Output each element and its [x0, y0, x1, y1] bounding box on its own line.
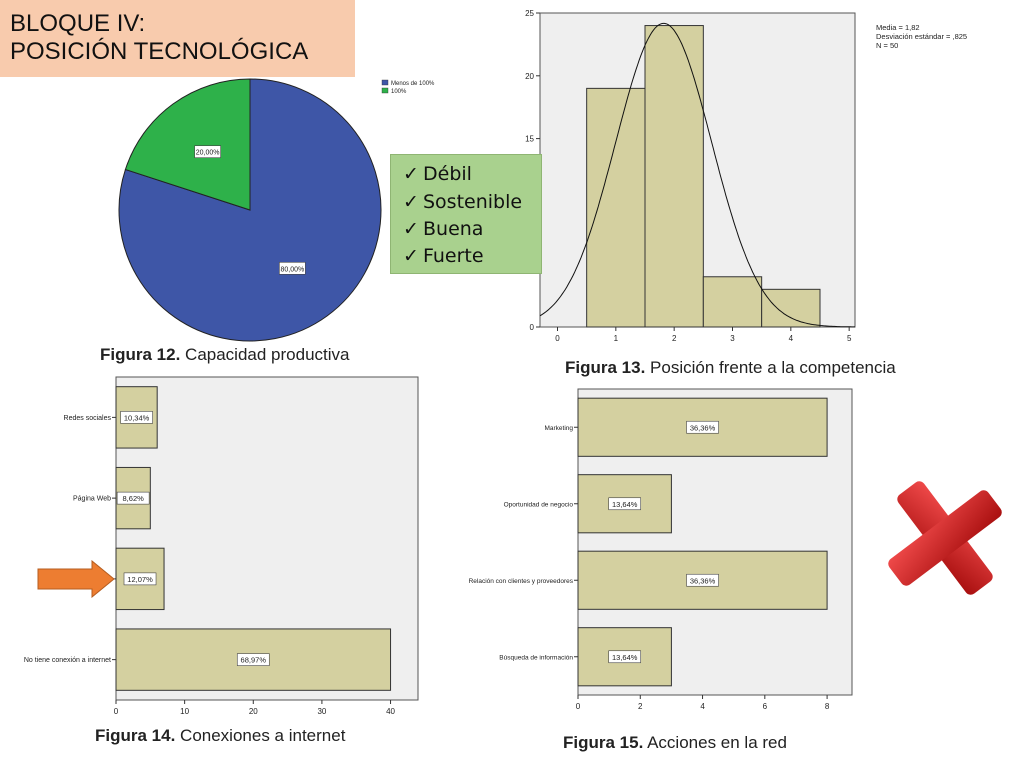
y-tick-label: 0 — [530, 323, 535, 332]
caption-fig14: Figura 14. Conexiones a internet — [95, 726, 345, 746]
data-label-box — [686, 573, 719, 587]
data-label-box — [120, 411, 153, 424]
y-tick-label: 25 — [525, 9, 534, 18]
category-label: Página Web — [73, 496, 111, 503]
histogram-bar — [702, 276, 763, 328]
checklist-item: ✓ Fuerte — [403, 245, 484, 267]
checklist-item: ✓ Sostenible — [403, 191, 522, 213]
network-actions-chart: Marketing 36,36% Oportunidad de negocio 13,… — [469, 388, 853, 711]
y-tick-label: 15 — [525, 135, 534, 144]
x-tick-label: 0 — [576, 702, 581, 711]
x-tick-label: 2 — [672, 334, 677, 343]
data-label: 10,34% — [124, 413, 150, 422]
normal-curve — [539, 22, 855, 328]
histogram-bar — [761, 288, 821, 328]
legend-swatch — [381, 79, 389, 86]
checklist-item: ✓ Débil — [403, 163, 472, 185]
caption-fig15: Figura 15. Acciones en la red — [563, 733, 787, 753]
category-label: Redes sociales — [64, 415, 112, 422]
x-tick-label: 20 — [249, 707, 258, 716]
caption-fig15-label: Figura 15. — [563, 733, 644, 752]
category-label: No tiene conexión a internet — [24, 657, 111, 664]
x-tick-label: 1 — [614, 334, 619, 343]
check-icon: ✓ — [403, 191, 419, 213]
histogram-bar — [644, 25, 704, 328]
caption-fig13: Figura 13. Posición frente a la competen… — [565, 358, 896, 378]
checklist-item-label: Débil — [423, 163, 472, 185]
title-line-2: POSICIÓN TECNOLÓGICA — [10, 38, 309, 65]
x-tick-label: 30 — [317, 707, 326, 716]
caption-fig13-text: Posición frente a la competencia — [645, 358, 896, 377]
x-tick-label: 0 — [555, 334, 560, 343]
legend-label: 100% — [391, 89, 407, 95]
category-label: Oportunidad de negocio — [504, 501, 574, 508]
category-label: Relación con clientes y proveedores — [469, 578, 574, 585]
x-tick-label: 5 — [847, 334, 852, 343]
checklist-item-label: Buena — [423, 218, 484, 240]
data-label: 36,36% — [690, 576, 716, 585]
data-label-box — [116, 491, 150, 505]
stats-text: N = 50 — [876, 41, 898, 50]
x-tick-label: 3 — [730, 334, 735, 343]
caption-fig14-text: Conexiones a internet — [175, 726, 346, 745]
x-tick-label: 0 — [114, 707, 119, 716]
checklist-item-label: Sostenible — [423, 191, 523, 213]
cross-icon — [888, 481, 1002, 595]
checklist-item-label: Fuerte — [423, 245, 484, 267]
x-tick-label: 4 — [789, 334, 794, 343]
check-icon: ✓ — [403, 245, 419, 267]
data-label-box — [608, 650, 642, 664]
x-tick-label: 4 — [700, 702, 705, 711]
data-label: 12,07% — [127, 575, 153, 584]
pie-data-label: 20,00% — [196, 150, 220, 157]
caption-fig12: Figura 12. Capacidad productiva — [100, 345, 349, 365]
checklist-box: ✓ Débil ✓ Sostenible ✓ Buena ✓ Fuerte — [390, 154, 542, 274]
title-line-1: BLOQUE IV: — [10, 10, 146, 37]
check-icon: ✓ — [403, 163, 419, 185]
caption-fig13-label: Figura 13. — [565, 358, 646, 377]
caption-fig12-label: Figura 12. — [100, 345, 181, 364]
data-label: 13,64% — [612, 653, 638, 662]
pie-chart: 80,00% 20,00% Menos de 100% 100% — [118, 78, 435, 342]
caption-fig15-text: Acciones en la red — [643, 733, 787, 752]
pie-data-label: 80,00% — [280, 266, 304, 273]
data-label-box — [608, 497, 642, 511]
histogram-bar — [586, 87, 646, 328]
checklist-item: ✓ Buena — [403, 218, 483, 240]
data-label: 8,62% — [123, 494, 145, 503]
category-label: Búsqueda de información — [499, 654, 573, 661]
x-tick-label: 10 — [180, 707, 189, 716]
y-tick-label: 20 — [525, 72, 534, 81]
data-label: 13,64% — [612, 500, 638, 509]
check-icon: ✓ — [403, 218, 419, 240]
arrow-icon — [37, 560, 115, 598]
x-tick-label: 6 — [763, 702, 768, 711]
stats-text: Desviación estándar = ,825 — [876, 32, 967, 41]
data-label-box — [123, 572, 157, 586]
caption-fig12-text: Capacidad productiva — [180, 345, 350, 364]
stats-text: Media = 1,82 — [876, 23, 920, 32]
pie-slice — [124, 78, 251, 211]
x-tick-label: 40 — [386, 707, 395, 716]
caption-fig14-label: Figura 14. — [95, 726, 176, 745]
internet-connections-chart: Redes sociales 10,34% Página Web 8,62% 12,07… — [24, 376, 419, 716]
title-box: BLOQUE IV: POSICIÓN TECNOLÓGICA — [0, 0, 355, 77]
x-tick-label: 2 — [638, 702, 643, 711]
data-label-box — [686, 420, 719, 434]
category-label: Marketing — [544, 425, 573, 432]
x-tick-label: 8 — [825, 702, 830, 711]
legend-swatch — [381, 87, 389, 94]
data-label: 36,36% — [690, 423, 716, 432]
data-label: 68,97% — [241, 656, 267, 665]
legend-label: Menos de 100% — [391, 81, 435, 87]
data-label-box — [236, 653, 270, 666]
pie-data-label-box — [194, 145, 221, 159]
pie-data-label-box — [279, 261, 306, 275]
